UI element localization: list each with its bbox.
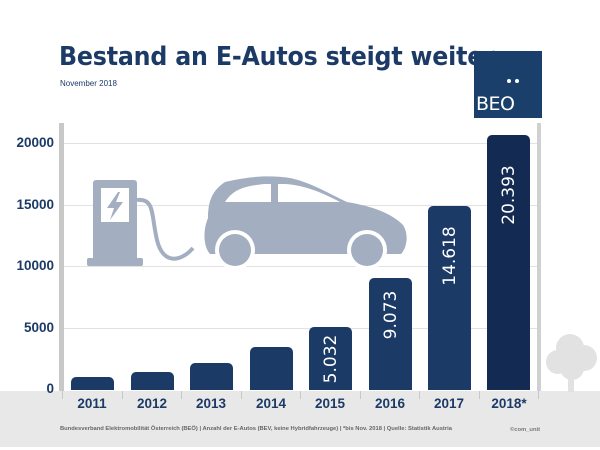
x-tick-mark — [479, 391, 480, 399]
bar-value-2018: 20.393 — [498, 165, 519, 225]
x-tick-mark — [62, 391, 63, 399]
page-subtitle: November 2018 — [60, 79, 117, 88]
car-icon — [204, 176, 407, 270]
bar-value-2015: 5.032 — [320, 334, 341, 384]
footer-band — [0, 391, 600, 447]
x-label-2016: 2016 — [374, 396, 406, 411]
x-label-2011: 2011 — [77, 396, 107, 411]
y-tick-20000: 20000 — [16, 135, 54, 150]
bar-2017: 14.618 — [428, 206, 471, 390]
gridline-5000 — [64, 328, 537, 329]
x-tick-mark — [122, 391, 123, 399]
right-frame-line — [537, 123, 541, 391]
bar-2015: 5.032 — [309, 327, 352, 390]
x-tick-mark — [538, 391, 539, 399]
y-tick-15000: 15000 — [16, 197, 54, 212]
beo-logo: BEO — [474, 51, 542, 118]
bar-value-2016: 9.073 — [380, 290, 401, 340]
x-tick-mark — [360, 391, 361, 399]
x-tick-mark — [181, 391, 182, 399]
x-label-2013: 2013 — [195, 396, 227, 411]
bar-2018: 20.393 — [487, 135, 530, 390]
x-label-2012: 2012 — [136, 396, 168, 411]
bar-2012 — [131, 372, 174, 390]
x-tick-mark — [419, 391, 420, 399]
bar-2014 — [250, 347, 293, 390]
x-tick-mark — [300, 391, 301, 399]
tree-icon — [546, 334, 597, 392]
source-note: Bundesverband Elektromobilität Österreic… — [60, 426, 452, 432]
y-tick-5000: 5000 — [23, 320, 54, 335]
x-label-2015: 2015 — [314, 396, 346, 411]
page-title: Bestand an E-Autos steigt weiter — [59, 42, 495, 72]
logo-dots-icon — [507, 79, 521, 83]
x-tick-mark — [241, 391, 242, 399]
x-label-2017: 2017 — [433, 396, 465, 411]
bar-2011 — [71, 377, 114, 390]
y-tick-10000: 10000 — [16, 258, 54, 273]
y-tick-0: 0 — [46, 381, 54, 396]
x-label-2014: 2014 — [255, 396, 287, 411]
logo-text: BEO — [476, 93, 515, 115]
credit-note: ©com_unit — [510, 427, 541, 433]
charging-car-illustration — [87, 176, 407, 270]
bar-value-2017: 14.618 — [439, 226, 460, 286]
x-label-2018: 2018* — [491, 396, 527, 411]
gridline-20000 — [64, 143, 537, 144]
y-axis-line — [59, 123, 64, 391]
charging-station-icon — [87, 180, 195, 266]
bar-2013 — [190, 363, 233, 390]
bar-2016: 9.073 — [369, 278, 412, 390]
gridline-10000 — [64, 266, 537, 267]
